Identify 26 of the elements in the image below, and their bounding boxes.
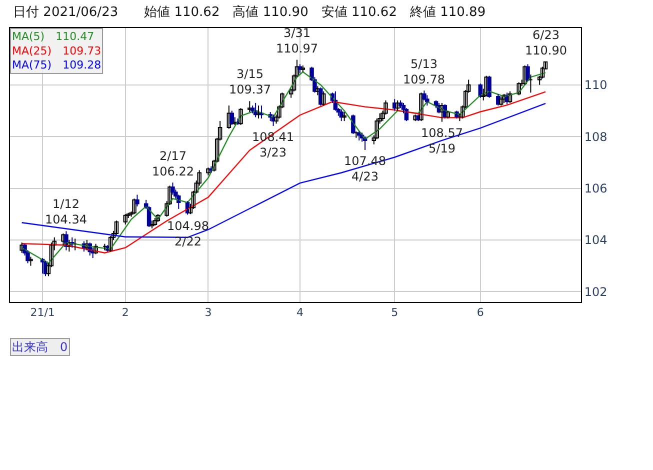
x-tick-label: 5 (391, 306, 398, 320)
annotation: 2/17 106.22 (152, 149, 194, 179)
text: 出来高 0 (12, 340, 68, 354)
annotation: 3/15 109.37 (229, 67, 271, 97)
x-tick-label: 3 (204, 306, 212, 320)
y-tick-label: 104 (584, 233, 608, 248)
annotation: 107.48 4/23 (344, 154, 386, 184)
x-tick-label: 6 (476, 306, 484, 320)
annotation: 3/31 110.97 (276, 26, 318, 56)
y-tick-label: 106 (584, 181, 608, 196)
y-tick-label: 102 (584, 284, 608, 299)
y-tick-label: 110 (584, 78, 608, 92)
text: MA(25) 109.73 (12, 44, 102, 58)
x-tick-label: 21/1 (30, 306, 55, 320)
chart-title: 日付 2021/06/23 始値 110.62 高値 110.90 安値 110.62 終値 110.89 (13, 4, 486, 20)
line-series (21, 102, 546, 238)
annotation: 5/13 109.78 (403, 57, 445, 87)
annotation: 6/23 110.90 (525, 28, 567, 58)
x-tick-label: 2 (122, 306, 129, 320)
annotation: 104.98 2/22 (167, 219, 209, 249)
y-tick-label: 108 (584, 130, 608, 144)
annotation: 108.57 5/19 (421, 126, 463, 156)
text: MA(75) 109.28 (12, 58, 102, 72)
annotation: 1/12 104.34 (45, 197, 87, 227)
text: MA(5) 110.47 (12, 30, 94, 43)
x-tick-label: 4 (296, 306, 304, 320)
